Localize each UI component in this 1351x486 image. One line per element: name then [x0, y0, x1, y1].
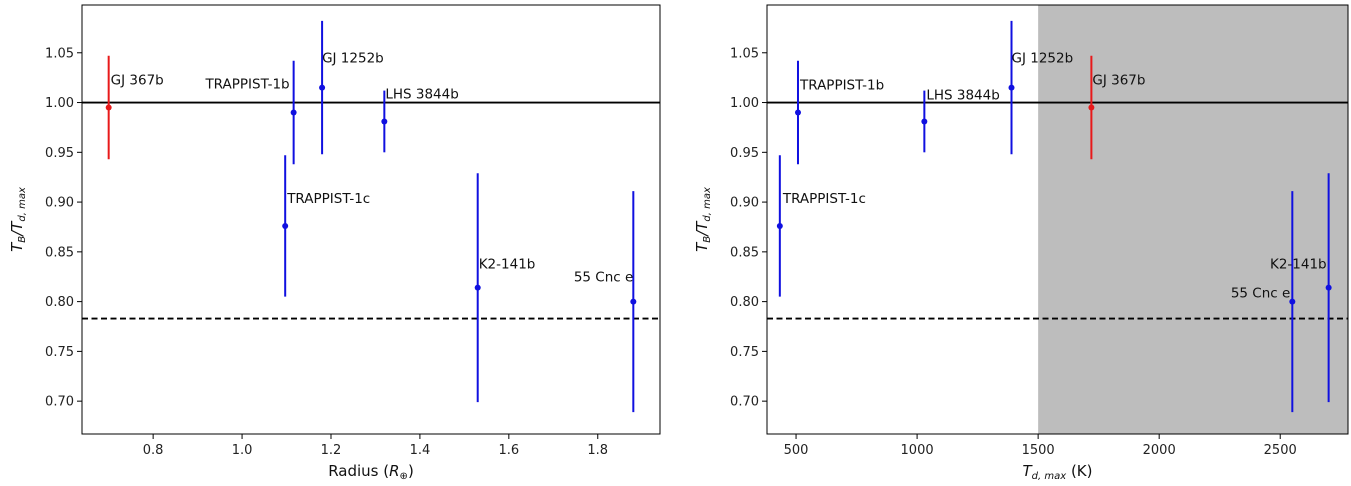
point-marker	[630, 298, 637, 305]
data-point-gj-367b: GJ 367b	[1088, 55, 1145, 160]
point-label: GJ 367b	[1092, 73, 1145, 89]
point-label: GJ 1252b	[322, 51, 384, 67]
y-tick-label: 0.90	[730, 196, 759, 211]
data-point-gj-1252b: GJ 1252b	[1008, 20, 1074, 155]
point-marker	[794, 109, 801, 116]
data-point-lhs-3844b: LHS 3844b	[921, 87, 1000, 153]
data-point-k2-141b: K2-141b	[1270, 173, 1332, 403]
y-tick-label: 0.85	[45, 245, 74, 260]
data-point-55-cnc-e: 55 Cnc e	[574, 191, 637, 413]
shaded-region	[1038, 5, 1348, 434]
point-label: GJ 367b	[111, 73, 164, 89]
plot-frame	[766, 4, 1349, 435]
point-marker	[381, 118, 388, 125]
chart-panel-temperature: TRAPPIST-1b TRAPPIST-1c LHS 3844b GJ 1252b G…	[693, 4, 1349, 482]
y-tick-label: 0.70	[45, 395, 74, 410]
y-tick-label: 0.75	[730, 345, 759, 360]
data-point-55-cnc-e: 55 Cnc e	[1231, 191, 1296, 413]
point-marker	[105, 104, 112, 111]
point-label: 55 Cnc e	[1231, 286, 1290, 302]
point-marker	[282, 222, 289, 229]
point-label: TRAPPIST-1b	[204, 76, 289, 92]
y-tick-label: 0.85	[730, 245, 759, 260]
point-marker	[776, 222, 783, 229]
data-point-gj-367b: GJ 367b	[105, 55, 164, 160]
y-tick-label: 0.90	[45, 196, 74, 211]
data-point-trappist-1c: TRAPPIST-1c	[776, 155, 866, 297]
point-label: 55 Cnc e	[574, 270, 633, 286]
point-label: TRAPPIST-1c	[286, 191, 370, 207]
x-tick-label: 0.8	[143, 443, 164, 458]
point-label: LHS 3844b	[385, 86, 458, 102]
data-point-trappist-1b: TRAPPIST-1b	[204, 60, 297, 165]
y-axis-label: TB/Td, max	[8, 187, 28, 252]
x-tick-label: 1500	[1022, 443, 1055, 458]
y-axis-label: TB/Td, max	[693, 187, 713, 252]
point-label: GJ 1252b	[1012, 51, 1074, 67]
point-marker	[1008, 84, 1015, 91]
point-label: TRAPPIST-1c	[782, 191, 866, 207]
y-tick-label: 1.05	[730, 46, 759, 61]
y-tick-label: 1.00	[730, 96, 759, 111]
point-marker	[921, 118, 928, 125]
y-tick-label: 1.05	[45, 46, 74, 61]
x-tick-label: 1.6	[498, 443, 519, 458]
x-tick-label: 1000	[901, 443, 934, 458]
x-tick-label: 2500	[1264, 443, 1297, 458]
y-tick-label: 0.80	[730, 295, 759, 310]
data-point-gj-1252b: GJ 1252b	[319, 20, 384, 155]
point-label: TRAPPIST-1b	[799, 77, 884, 93]
point-marker	[1289, 298, 1296, 305]
x-tick-label: 1.0	[232, 443, 253, 458]
point-marker	[319, 84, 326, 91]
data-point-trappist-1c: TRAPPIST-1c	[282, 155, 370, 297]
y-tick-label: 0.75	[45, 345, 74, 360]
point-marker	[1325, 284, 1332, 291]
y-tick-label: 0.80	[45, 295, 74, 310]
point-label: K2-141b	[1270, 257, 1327, 273]
data-point-k2-141b: K2-141b	[474, 173, 536, 403]
point-label: K2-141b	[479, 257, 536, 273]
y-tick-label: 0.95	[45, 146, 74, 161]
y-tick-label: 0.95	[730, 146, 759, 161]
data-point-lhs-3844b: LHS 3844b	[381, 86, 459, 153]
x-tick-label: 500	[784, 443, 809, 458]
point-marker	[290, 109, 297, 116]
x-tick-label: 1.4	[410, 443, 431, 458]
y-tick-label: 0.70	[730, 395, 759, 410]
data-point-trappist-1b: TRAPPIST-1b	[794, 60, 884, 165]
point-marker	[474, 284, 481, 291]
chart-panel-radius: GJ 367b TRAPPIST-1b GJ 1252b LHS 3844b TRAPP…	[8, 4, 661, 482]
x-axis-label: Td, max (K)	[1023, 462, 1093, 482]
y-tick-label: 1.00	[45, 96, 74, 111]
x-axis-label: Radius (R⊕)	[328, 462, 414, 482]
point-label: LHS 3844b	[926, 87, 999, 103]
point-marker	[1088, 104, 1095, 111]
x-tick-label: 1.8	[587, 443, 608, 458]
plot-frame	[81, 4, 661, 435]
x-tick-label: 2000	[1143, 443, 1176, 458]
x-tick-label: 1.2	[321, 443, 342, 458]
